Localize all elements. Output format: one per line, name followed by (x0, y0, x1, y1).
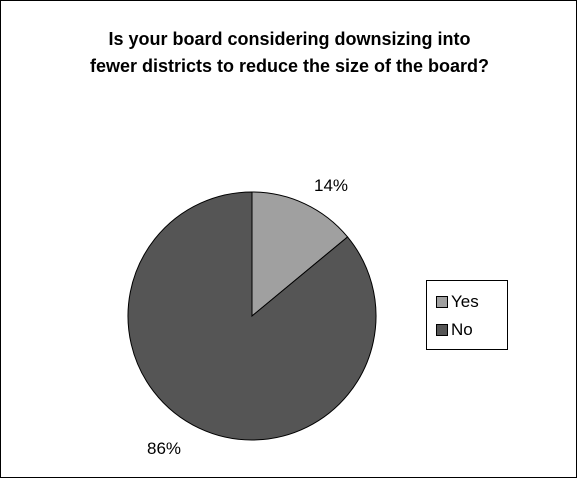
chart-title-line-1: Is your board considering downsizing int… (108, 29, 471, 49)
legend-label-yes: Yes (451, 292, 479, 311)
data-label-yes: 14% (314, 176, 348, 195)
legend: Yes No (426, 280, 508, 350)
pie-slice-yes (251, 191, 349, 318)
data-label-no: 86% (147, 439, 181, 458)
legend-item-yes: Yes (436, 291, 479, 313)
chart-title: Is your board considering downsizing int… (1, 26, 577, 80)
chart-title-line-2: fewer districts to reduce the size of th… (89, 56, 490, 76)
pie-slice-no (127, 191, 377, 441)
legend-label-no: No (451, 320, 473, 339)
legend-item-no: No (436, 319, 473, 341)
legend-swatch-no (436, 324, 448, 336)
legend-swatch-yes (436, 296, 448, 308)
